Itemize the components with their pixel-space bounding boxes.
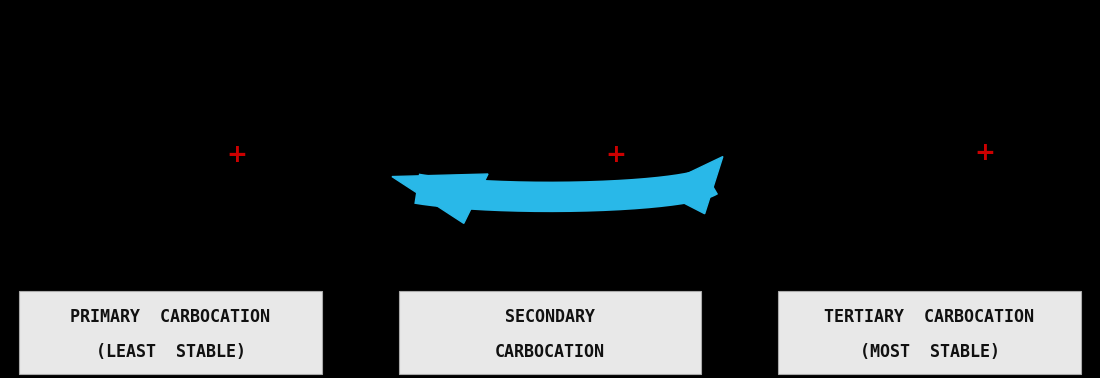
FancyBboxPatch shape [398, 291, 702, 374]
Text: PRIMARY  CARBOCATION: PRIMARY CARBOCATION [70, 308, 271, 326]
Text: R: R [540, 13, 560, 40]
Text: +: + [227, 143, 246, 167]
Polygon shape [656, 156, 723, 214]
Text: TERTIARY  CARBOCATION: TERTIARY CARBOCATION [825, 308, 1034, 326]
Text: (MOST  STABLE): (MOST STABLE) [859, 343, 1000, 361]
Text: (LEAST  STABLE): (LEAST STABLE) [96, 343, 245, 361]
FancyBboxPatch shape [19, 291, 321, 374]
Polygon shape [392, 174, 488, 223]
Text: CARBOCATION: CARBOCATION [495, 343, 605, 361]
Text: +: + [606, 143, 626, 167]
Text: SECONDARY: SECONDARY [505, 308, 595, 326]
FancyBboxPatch shape [779, 291, 1080, 374]
Text: +: + [975, 141, 994, 165]
